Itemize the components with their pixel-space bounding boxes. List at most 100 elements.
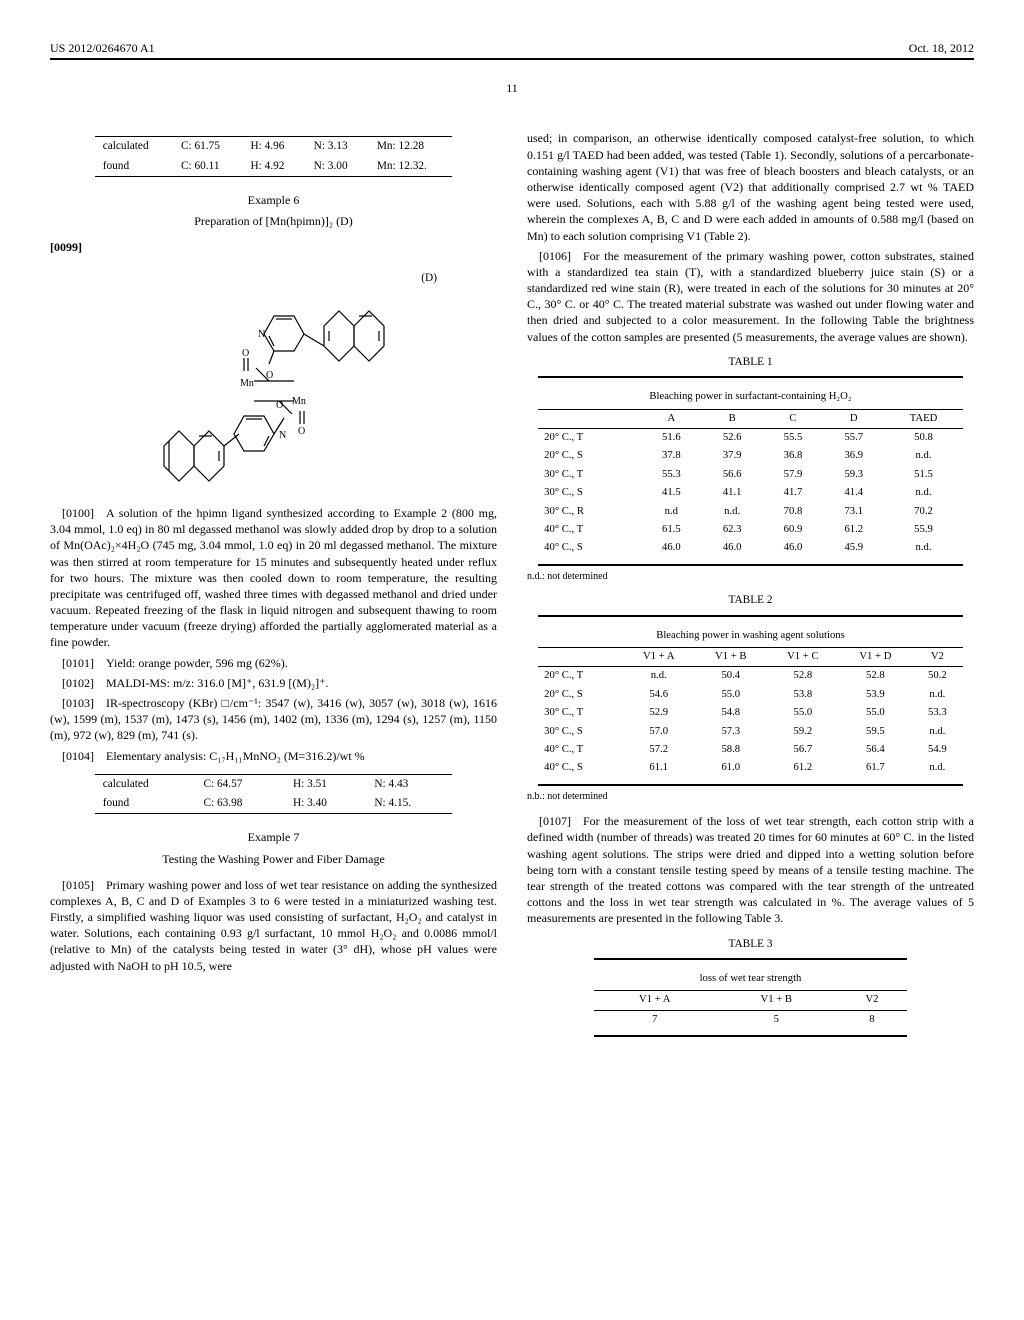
td: 61.1: [623, 759, 695, 777]
elemental-row-label: found: [95, 794, 196, 814]
td: 58.8: [695, 741, 767, 759]
elemental-c: C: 60.11: [173, 157, 243, 177]
td: 57.2: [623, 741, 695, 759]
elemental-n: N: 4.15.: [366, 794, 452, 814]
publication-date: Oct. 18, 2012: [909, 40, 974, 56]
svg-text:Mn: Mn: [240, 378, 254, 389]
th: A: [641, 409, 702, 428]
td: n.d.: [912, 723, 963, 741]
th: V1 + B: [695, 647, 767, 666]
td: 54.9: [912, 741, 963, 759]
th: V1 + A: [594, 991, 715, 1010]
example7-subtitle: Testing the Washing Power and Fiber Dama…: [50, 851, 497, 867]
td: 50.2: [912, 667, 963, 686]
svg-text:O: O: [242, 348, 249, 359]
para-0105: [0105] Primary washing power and loss of…: [50, 877, 497, 974]
td: 56.6: [702, 466, 763, 484]
td: 40° C., S: [538, 759, 623, 777]
td: 55.0: [695, 686, 767, 704]
td: n.d: [641, 503, 702, 521]
td: 55.0: [839, 704, 912, 722]
td: 46.0: [702, 539, 763, 557]
right-column: used; in comparison, an otherwise identi…: [527, 126, 974, 1041]
left-column: calculated C: 61.75 H: 4.96 N: 3.13 Mn: …: [50, 126, 497, 1041]
td: 61.2: [767, 759, 839, 777]
th: C: [763, 409, 824, 428]
table3-label: TABLE 3: [527, 937, 974, 952]
para-0107: [0107] For the measurement of the loss o…: [527, 813, 974, 926]
td: 55.9: [884, 521, 963, 539]
th: [538, 409, 641, 428]
page-number: 11: [50, 80, 974, 96]
svg-text:N: N: [258, 329, 265, 340]
svg-text:O: O: [298, 426, 305, 437]
td: 55.5: [763, 428, 824, 447]
two-column-layout: calculated C: 61.75 H: 4.96 N: 3.13 Mn: …: [50, 126, 974, 1041]
td: 61.5: [641, 521, 702, 539]
td: 70.2: [884, 503, 963, 521]
th: V2: [912, 647, 963, 666]
td: 55.7: [823, 428, 884, 447]
publication-number: US 2012/0264670 A1: [50, 40, 155, 56]
td: 51.5: [884, 466, 963, 484]
elemental-mn: Mn: 12.28: [369, 137, 452, 157]
th: D: [823, 409, 884, 428]
elemental-c: C: 61.75: [173, 137, 243, 157]
table3: loss of wet tear strength V1 + A V1 + B …: [594, 958, 907, 1037]
table1-title: Bleaching power in surfactant-containing…: [538, 386, 963, 409]
elemental-n: N: 4.43: [366, 774, 452, 794]
td: 61.0: [695, 759, 767, 777]
para-0105-continued: used; in comparison, an otherwise identi…: [527, 130, 974, 243]
td: 59.5: [839, 723, 912, 741]
td: 52.6: [702, 428, 763, 447]
td: 36.8: [763, 447, 824, 465]
td: 73.1: [823, 503, 884, 521]
elemental-h: H: 4.92: [242, 157, 305, 177]
elemental-h: H: 3.40: [285, 794, 366, 814]
td: 52.8: [839, 667, 912, 686]
td: 50.4: [695, 667, 767, 686]
molecule-svg: Mn Mn O O O O N N: [144, 286, 404, 486]
td: 41.1: [702, 484, 763, 502]
elemental-analysis-table-bottom: calculated C: 64.57 H: 3.51 N: 4.43 foun…: [95, 774, 453, 815]
td: 60.9: [763, 521, 824, 539]
chemical-structure-d: (D): [50, 271, 497, 490]
td: n.d.: [912, 686, 963, 704]
td: 30° C., S: [538, 723, 623, 741]
td: 53.9: [839, 686, 912, 704]
elemental-c: C: 63.98: [195, 794, 285, 814]
compound-label: (D): [50, 271, 497, 286]
table2: Bleaching power in washing agent solutio…: [538, 615, 963, 786]
svg-text:N: N: [279, 430, 286, 441]
th: V1 + D: [839, 647, 912, 666]
td: 52.8: [767, 667, 839, 686]
td: 46.0: [763, 539, 824, 557]
td: 54.8: [695, 704, 767, 722]
td: 30° C., S: [538, 484, 641, 502]
table1-label: TABLE 1: [527, 355, 974, 370]
elemental-n: N: 3.13: [306, 137, 369, 157]
page-header: US 2012/0264670 A1 Oct. 18, 2012: [50, 40, 974, 60]
td: 37.9: [702, 447, 763, 465]
td: 53.3: [912, 704, 963, 722]
th: V1 + C: [767, 647, 839, 666]
para-0099-number: [0099]: [50, 240, 82, 254]
td: 51.6: [641, 428, 702, 447]
svg-text:Mn: Mn: [292, 396, 306, 407]
elemental-h: H: 4.96: [242, 137, 305, 157]
svg-text:O: O: [276, 400, 283, 411]
td: 57.0: [623, 723, 695, 741]
table3-title: loss of wet tear strength: [594, 968, 907, 991]
td: 59.3: [823, 466, 884, 484]
td: 41.5: [641, 484, 702, 502]
td: 5: [716, 1010, 837, 1029]
td: 70.8: [763, 503, 824, 521]
td: 20° C., T: [538, 428, 641, 447]
td: 37.8: [641, 447, 702, 465]
td: 50.8: [884, 428, 963, 447]
example6-title: Example 6: [50, 192, 497, 208]
para-0102: [0102] MALDI-MS: m/z: 316.0 [M]⁺, 631.9 …: [50, 675, 497, 691]
td: n.d.: [884, 539, 963, 557]
td: 53.8: [767, 686, 839, 704]
td: n.d.: [623, 667, 695, 686]
